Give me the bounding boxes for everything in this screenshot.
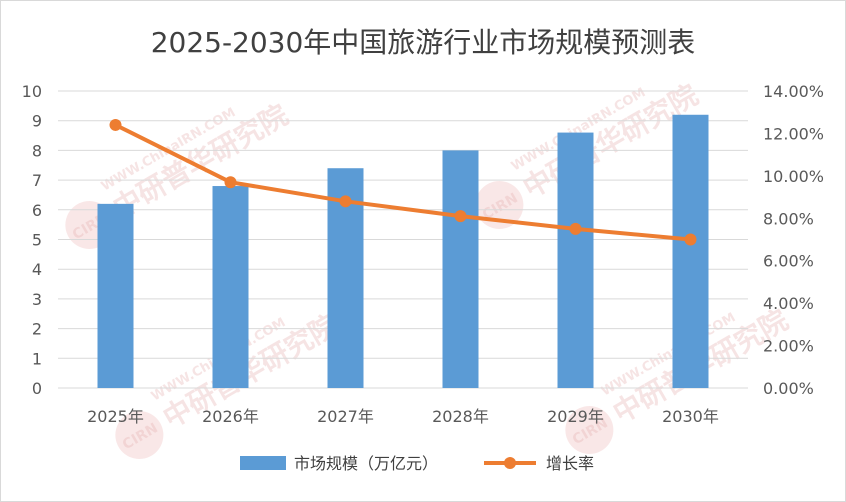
x-axis: 2025年 2026年 2027年 2028年 2029年 2030年 — [87, 407, 719, 426]
x-tick-label: 2025年 — [87, 407, 144, 426]
y-left-tick-label: 8 — [32, 141, 42, 160]
y-left-tick-label: 7 — [32, 171, 42, 190]
y-left-tick-label: 3 — [32, 290, 42, 309]
y-axis-right: 0.00% 2.00% 4.00% 6.00% 8.00% 10.00% 12.00% 14.… — [763, 82, 824, 398]
y-left-tick-label: 9 — [32, 112, 42, 131]
legend-label-bar: 市场规模（万亿元） — [294, 454, 438, 473]
line-series — [109, 118, 697, 246]
y-right-tick-label: 6.00% — [763, 252, 814, 271]
legend: 市场规模（万亿元） 增长率 — [240, 454, 594, 473]
y-right-tick-label: 2.00% — [763, 337, 814, 356]
y-left-tick-label: 4 — [32, 260, 42, 279]
line-point — [224, 176, 237, 189]
y-left-tick-label: 6 — [32, 201, 42, 220]
y-left-tick-label: 2 — [32, 320, 42, 339]
chart-title: 2025-2030年中国旅游行业市场规模预测表 — [151, 26, 696, 59]
watermark-logo-icon — [565, 406, 614, 454]
legend-label-line: 增长率 — [546, 454, 594, 473]
legend-swatch-bar — [240, 456, 286, 470]
y-left-tick-label: 1 — [32, 349, 42, 368]
y-left-tick-label: 5 — [32, 231, 42, 250]
y-right-tick-label: 0.00% — [763, 379, 814, 398]
bar — [212, 186, 249, 388]
bar — [442, 150, 479, 388]
y-left-tick-label: 10 — [22, 82, 42, 101]
y-right-tick-label: 8.00% — [763, 209, 814, 228]
x-tick-label: 2026年 — [202, 407, 259, 426]
growth-line — [113, 122, 693, 242]
watermark-logo-icon — [115, 411, 164, 459]
bar — [97, 203, 134, 388]
line-point — [569, 222, 582, 235]
line-point — [684, 233, 697, 246]
y-axis-left: 0 1 2 3 4 5 6 7 8 9 10 — [22, 82, 42, 398]
y-right-tick-label: 12.00% — [763, 124, 824, 143]
bar — [557, 132, 594, 388]
watermark-logo-icon — [475, 181, 524, 229]
y-right-tick-label: 10.00% — [763, 167, 824, 186]
y-right-tick-label: 4.00% — [763, 294, 814, 313]
y-right-tick-label: 14.00% — [763, 82, 824, 101]
line-point — [454, 210, 467, 223]
line-point — [109, 118, 122, 131]
x-tick-label: 2030年 — [662, 407, 719, 426]
x-tick-label: 2027年 — [317, 407, 374, 426]
x-tick-label: 2028年 — [432, 407, 489, 426]
x-tick-label: 2029年 — [547, 407, 604, 426]
legend-swatch-dot — [504, 457, 516, 469]
y-left-tick-label: 0 — [32, 379, 42, 398]
line-point — [339, 195, 352, 208]
bar — [672, 114, 709, 388]
